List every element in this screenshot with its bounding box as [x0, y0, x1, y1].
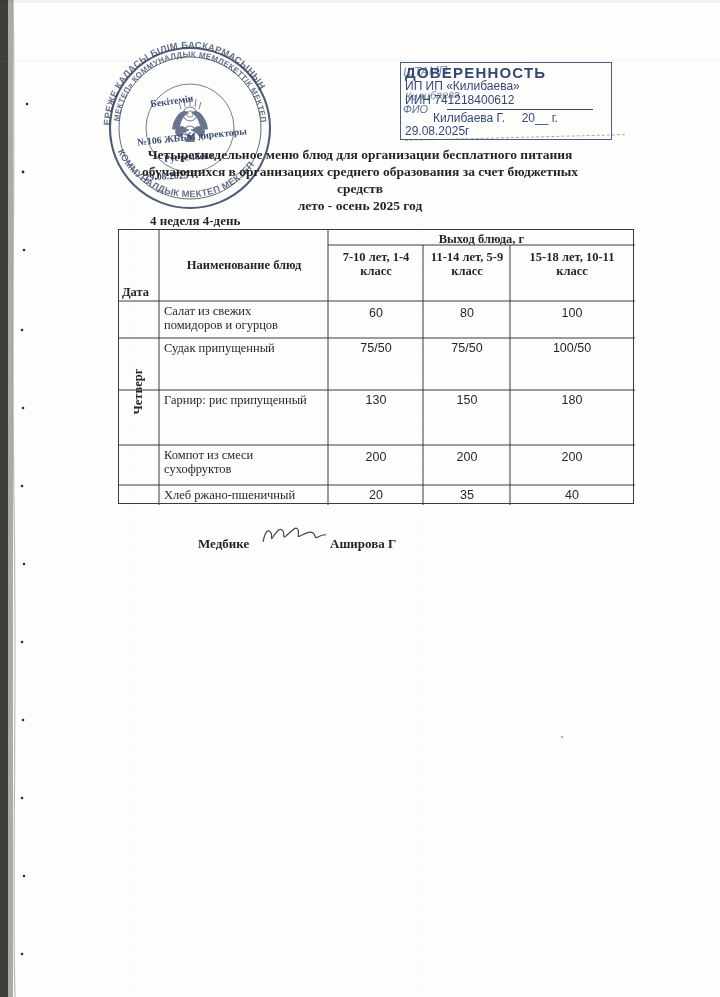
svg-text:Бекітемін: Бекітемін	[149, 92, 194, 109]
